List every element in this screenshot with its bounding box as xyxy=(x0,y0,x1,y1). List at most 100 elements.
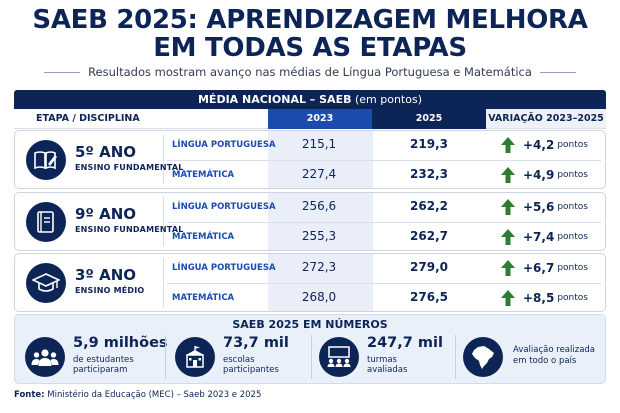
table-title-unit: (em pontos) xyxy=(351,93,422,106)
classes-label-2: avaliadas xyxy=(367,365,408,375)
score-2023: 215,1 xyxy=(301,137,337,151)
people-group-icon xyxy=(25,337,65,377)
variation-value: +4,2 xyxy=(523,138,555,152)
score-2023: 227,4 xyxy=(301,167,337,181)
subtitle-row: Resultados mostram avanço nas médias de … xyxy=(0,65,620,79)
stage-label: 3º ANO xyxy=(75,266,137,284)
stat-classes: 247,7 mil turmas avaliadas xyxy=(319,333,459,381)
subject-lingua-portuguesa: LÍNGUA PORTUGUESA xyxy=(172,202,276,212)
score-2023: 255,3 xyxy=(301,229,337,243)
table-title-bar: MÉDIA NACIONAL – SAEB (em pontos) xyxy=(14,90,606,109)
stat-students: 5,9 milhões de estudantes participaram xyxy=(25,333,168,381)
score-2025: 276,5 xyxy=(410,290,448,304)
variation: +6,7 pontos xyxy=(501,260,588,276)
country-label-1: Avaliação realizada xyxy=(513,345,596,355)
table-title: MÉDIA NACIONAL – SAEB xyxy=(197,93,352,106)
classes-count: 247,7 mil xyxy=(367,335,443,351)
arrow-up-icon xyxy=(501,167,515,183)
variation-unit: pontos xyxy=(557,140,588,150)
schools-label-1: escolas xyxy=(223,355,255,365)
score-2023: 256,6 xyxy=(301,199,337,213)
stage-label: 5º ANO xyxy=(75,143,137,161)
variation: +7,4 pontos xyxy=(501,229,588,245)
level-label: ENSINO FUNDAMENTAL xyxy=(75,163,184,172)
column-header-variation: VARIAÇÃO 2023–2025 xyxy=(486,109,606,129)
variation-value: +6,7 xyxy=(523,261,555,275)
variation-value: +5,6 xyxy=(523,200,555,214)
subject-matematica: MATEMÁTICA xyxy=(172,170,235,180)
arrow-up-icon xyxy=(501,137,515,153)
stat-schools: 73,7 mil escolas participantes xyxy=(175,333,315,381)
card-divider-vertical xyxy=(163,258,164,307)
arrow-up-icon xyxy=(501,199,515,215)
notebook-icon xyxy=(26,202,66,242)
variation: +4,9 pontos xyxy=(501,167,588,183)
card-divider-horizontal xyxy=(167,283,601,284)
variation-unit: pontos xyxy=(557,293,588,303)
classroom-icon xyxy=(319,337,359,377)
score-2023: 268,0 xyxy=(301,290,337,304)
variation-value: +8,5 xyxy=(523,291,555,305)
subtitle-rule-left xyxy=(44,71,81,73)
column-2023-shade xyxy=(268,193,373,250)
score-2025: 279,0 xyxy=(410,260,448,274)
numbers-title: SAEB 2025 EM NÚMEROS xyxy=(232,318,388,331)
stage-card-9-ano: 9º ANO ENSINO FUNDAMENTAL LÍNGUA PORTUGU… xyxy=(14,192,606,251)
subject-matematica: MATEMÁTICA xyxy=(172,293,235,303)
card-divider-vertical xyxy=(163,197,164,246)
arrow-up-icon xyxy=(501,290,515,306)
students-count: 5,9 milhões xyxy=(73,335,168,351)
card-divider-horizontal xyxy=(167,160,601,161)
level-label: ENSINO MÉDIO xyxy=(75,286,145,295)
source-text: Ministério da Educação (MEC) – Saeb 2023… xyxy=(44,390,262,400)
subject-lingua-portuguesa: LÍNGUA PORTUGUESA xyxy=(172,263,276,273)
variation: +8,5 pontos xyxy=(501,290,588,306)
variation-value: +7,4 xyxy=(523,230,555,244)
schools-count: 73,7 mil xyxy=(223,335,289,351)
score-2025: 219,3 xyxy=(410,137,448,151)
stage-card-3-ano: 3º ANO ENSINO MÉDIO LÍNGUA PORTUGUESA MA… xyxy=(14,253,606,312)
graduation-cap-icon xyxy=(26,263,66,303)
divider xyxy=(165,335,166,379)
source-note: Fonte: Ministério da Educação (MEC) – Sa… xyxy=(14,390,261,400)
column-header-2025: 2025 xyxy=(372,109,486,129)
school-building-icon xyxy=(175,337,215,377)
students-label-2: participaram xyxy=(73,365,128,375)
score-2025: 262,2 xyxy=(410,199,448,213)
stat-country: Avaliação realizada em todo o país xyxy=(463,333,603,381)
stage-label: 9º ANO xyxy=(75,205,137,223)
score-2025: 262,7 xyxy=(410,229,448,243)
classes-label-1: turmas xyxy=(367,355,397,365)
card-divider-horizontal xyxy=(167,222,601,223)
country-label-2: em todo o país xyxy=(513,356,577,366)
variation: +4,2 pontos xyxy=(501,137,588,153)
students-label-1: de estudantes xyxy=(73,355,134,365)
level-label: ENSINO FUNDAMENTAL xyxy=(75,225,184,234)
subject-lingua-portuguesa: LÍNGUA PORTUGUESA xyxy=(172,140,276,150)
arrow-up-icon xyxy=(501,260,515,276)
variation-unit: pontos xyxy=(557,263,588,273)
source-label: Fonte: xyxy=(14,390,45,400)
main-title-line2: EM TODAS AS ETAPAS xyxy=(153,33,467,63)
variation-unit: pontos xyxy=(557,202,588,212)
variation-unit: pontos xyxy=(557,232,588,242)
numbers-panel: SAEB 2025 EM NÚMEROS 5,9 milhões de estu… xyxy=(14,314,606,384)
column-header-2023: 2023 xyxy=(268,109,372,129)
score-2023: 272,3 xyxy=(301,260,337,274)
divider xyxy=(311,335,312,379)
column-2023-shade xyxy=(268,254,373,311)
stage-card-5-ano: 5º ANO ENSINO FUNDAMENTAL LÍNGUA PORTUGU… xyxy=(14,130,606,189)
variation-unit: pontos xyxy=(557,170,588,180)
variation: +5,6 pontos xyxy=(501,199,588,215)
column-2023-shade xyxy=(268,131,373,188)
subtitle-rule-right xyxy=(539,71,576,73)
schools-label-2: participantes xyxy=(223,365,279,375)
brazil-map-icon xyxy=(463,337,503,377)
column-header-etapa: ETAPA / DISCIPLINA xyxy=(14,109,268,129)
score-2025: 232,3 xyxy=(410,167,448,181)
subtitle: Resultados mostram avanço nas médias de … xyxy=(88,65,532,79)
arrow-up-icon xyxy=(501,229,515,245)
variation-value: +4,9 xyxy=(523,168,555,182)
subject-matematica: MATEMÁTICA xyxy=(172,232,235,242)
book-pencil-icon xyxy=(26,140,66,180)
